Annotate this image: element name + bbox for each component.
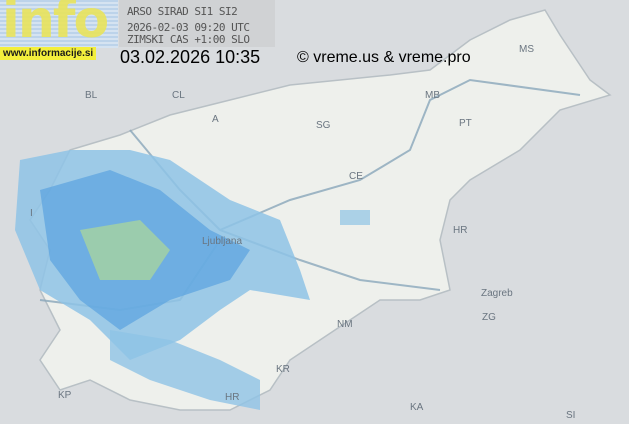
svg-text:HR: HR bbox=[453, 225, 467, 236]
informacije-logo: info bbox=[0, 0, 118, 50]
svg-text:PT: PT bbox=[459, 118, 472, 129]
radar-precipitation bbox=[15, 150, 370, 410]
svg-text:NM: NM bbox=[337, 319, 353, 330]
logo-text: info bbox=[2, 0, 109, 50]
svg-text:BL: BL bbox=[85, 90, 98, 101]
svg-text:Zagreb: Zagreb bbox=[481, 288, 513, 299]
svg-text:Ljubljana: Ljubljana bbox=[202, 236, 242, 247]
copyright: © vreme.us & vreme.pro bbox=[297, 49, 471, 66]
svg-text:SG: SG bbox=[316, 120, 331, 131]
svg-text:SI: SI bbox=[566, 410, 575, 421]
radar-source: ARSO SIRAD SI1 SI2 bbox=[127, 5, 238, 18]
logo-url[interactable]: www.informacije.si bbox=[0, 47, 97, 60]
svg-text:MB: MB bbox=[425, 90, 440, 101]
svg-text:A: A bbox=[212, 114, 219, 125]
svg-text:HR: HR bbox=[225, 392, 239, 403]
svg-text:KA: KA bbox=[410, 402, 424, 413]
svg-text:CL: CL bbox=[172, 90, 185, 101]
timezone-note: ZIMSKI CAS +1:00 SLO bbox=[127, 33, 250, 46]
city-labels: BL CL A MB SG MS PT CE NM HR Zagreb ZG K… bbox=[30, 44, 575, 421]
svg-text:ZG: ZG bbox=[482, 312, 496, 323]
radar-time-utc: 2026-02-03 09:20 UTC bbox=[127, 21, 250, 34]
svg-text:CE: CE bbox=[349, 171, 363, 182]
svg-text:I: I bbox=[30, 208, 33, 219]
svg-text:MS: MS bbox=[519, 44, 534, 55]
svg-text:KR: KR bbox=[276, 364, 290, 375]
radar-info-box: ARSO SIRAD SI1 SI2 2026-02-03 09:20 UTC … bbox=[119, 0, 275, 47]
local-timestamp: 03.02.2026 10:35 bbox=[120, 47, 261, 67]
svg-text:KP: KP bbox=[58, 390, 72, 401]
